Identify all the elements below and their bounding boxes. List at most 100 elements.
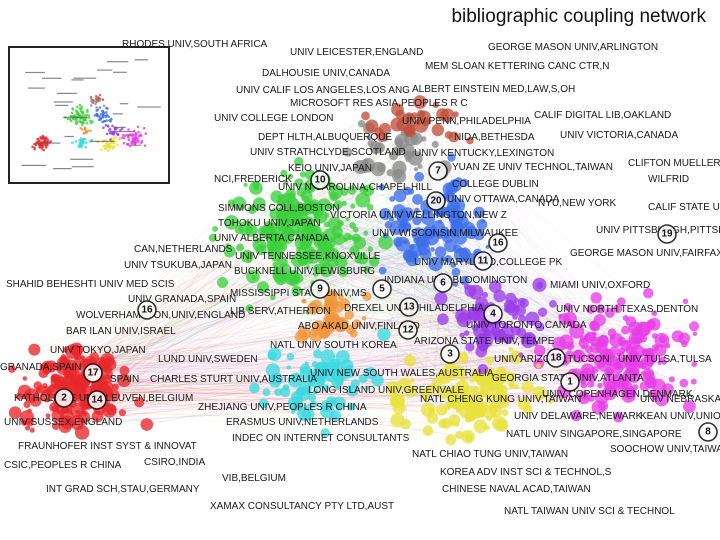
network-node [514, 298, 519, 303]
network-node [438, 419, 448, 429]
network-node [389, 196, 395, 202]
network-node [261, 224, 276, 240]
network-node [346, 384, 359, 397]
network-node [224, 215, 239, 230]
institution-label: ABO AKAD UNIV,FINLAND [298, 321, 420, 332]
network-link [251, 230, 484, 416]
network-node [412, 216, 422, 226]
overview-label-mark [27, 87, 45, 89]
network-node [280, 169, 288, 177]
network-node [468, 307, 482, 321]
overview-node [129, 133, 132, 137]
network-node [690, 378, 697, 385]
overview-node [109, 142, 112, 145]
network-node [461, 398, 475, 412]
institution-label: LUND UNIV,SWEDEN [158, 354, 258, 365]
network-link [287, 233, 613, 357]
overview-node [107, 125, 110, 128]
network-link [46, 286, 496, 368]
network-node [343, 147, 353, 157]
network-link [298, 161, 479, 235]
network-node [400, 223, 407, 229]
network-link [279, 225, 646, 352]
institution-label: MICROSOFT RES ASIA,PEOPLES R C [290, 98, 468, 109]
network-node [559, 334, 574, 350]
overview-node [105, 119, 109, 122]
network-node [361, 111, 370, 121]
overview-node [131, 140, 135, 143]
network-node [436, 385, 451, 400]
network-node [424, 230, 439, 246]
overview-node [82, 121, 85, 125]
network-link [107, 247, 241, 387]
network-node [379, 208, 392, 220]
network-link [332, 254, 608, 353]
network-link [84, 373, 444, 393]
network-node [473, 419, 488, 434]
network-node [323, 313, 338, 328]
overview-node [133, 142, 136, 146]
overview-node [45, 137, 49, 140]
network-node [286, 353, 295, 361]
overview-node [87, 114, 91, 117]
network-node [477, 363, 489, 375]
overview-node [75, 110, 79, 113]
network-node [485, 396, 492, 403]
overview-node [127, 138, 131, 142]
institution-label: NATL UNIV SOUTH KOREA [270, 340, 397, 351]
network-node [596, 335, 609, 348]
overview-node [144, 132, 148, 135]
network-link [59, 371, 636, 396]
network-node [225, 243, 231, 249]
overview-node [112, 130, 115, 134]
network-node [313, 235, 327, 249]
network-link [328, 317, 400, 408]
network-node [668, 376, 676, 383]
network-node [364, 367, 377, 380]
network-link [76, 231, 454, 385]
network-node [19, 410, 35, 425]
network-node [111, 383, 119, 391]
cluster-marker-number: 4 [490, 309, 496, 320]
overview-node [114, 141, 117, 144]
overview-node [85, 122, 89, 125]
overview-node [140, 141, 143, 145]
network-node [450, 262, 457, 268]
cluster-marker: 16 [488, 233, 508, 253]
network-node [495, 390, 508, 403]
overview-label-mark [63, 116, 88, 118]
institution-label: BUCKNELL UNIV,LEWISBURG [234, 266, 375, 277]
overview-inset [8, 46, 170, 184]
network-node [616, 352, 622, 357]
network-node [412, 194, 423, 205]
network-node [344, 310, 354, 320]
cluster-marker: 2 [54, 388, 74, 408]
network-node [212, 225, 219, 232]
network-node [632, 384, 639, 391]
overview-node [142, 126, 146, 130]
institution-label: UNIV VICTORIA,CANADA [560, 130, 678, 141]
network-node [651, 310, 658, 317]
network-link [83, 373, 632, 377]
network-node [305, 265, 310, 270]
institution-label: UNIV NORTH TEXAS,DENTON [556, 304, 698, 315]
network-node [452, 365, 466, 379]
overview-node [122, 141, 126, 145]
network-node [102, 403, 117, 418]
network-node [512, 313, 518, 320]
overview-node [106, 149, 110, 153]
cluster-marker: 5 [372, 279, 392, 299]
network-node [15, 392, 23, 400]
network-link [46, 278, 281, 372]
network-node [55, 405, 65, 415]
institution-label: KOREA ADV INST SCI & TECHNOL,S [440, 467, 612, 478]
overview-node [41, 145, 45, 148]
overview-label-mark [134, 59, 148, 61]
network-link [88, 213, 386, 405]
cluster-marker: 17 [83, 363, 103, 383]
network-node [421, 402, 436, 418]
overview-label-mark [137, 106, 161, 108]
overview-node [102, 145, 105, 148]
network-node [22, 376, 28, 381]
